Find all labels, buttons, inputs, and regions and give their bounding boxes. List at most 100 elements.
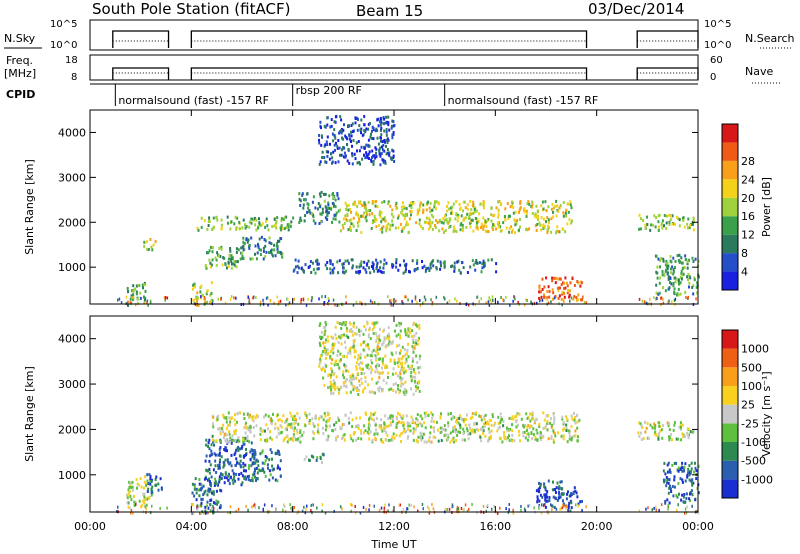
echo-cell bbox=[368, 437, 371, 441]
echo-cell bbox=[335, 375, 338, 379]
echo-cell bbox=[661, 219, 664, 223]
echo-cell bbox=[271, 225, 274, 228]
echo-cell bbox=[126, 501, 129, 505]
echo-cell bbox=[392, 132, 395, 136]
echo-cell bbox=[375, 225, 378, 229]
echo-cell bbox=[401, 345, 404, 349]
echo-cell bbox=[481, 262, 484, 266]
echo-cell bbox=[457, 421, 460, 425]
echo-cell bbox=[472, 200, 475, 204]
echo-cell bbox=[224, 472, 227, 476]
echo-cell bbox=[678, 425, 681, 429]
echo-cell bbox=[228, 432, 231, 436]
echo-cell bbox=[570, 206, 573, 210]
echo-cell bbox=[333, 143, 336, 147]
colorbar-tick: -1000 bbox=[741, 473, 773, 486]
echo-cell bbox=[377, 341, 380, 345]
echo-cell bbox=[659, 265, 661, 269]
echo-cell bbox=[341, 148, 344, 152]
echo-cell bbox=[677, 258, 680, 262]
echo-cell bbox=[551, 202, 554, 206]
echo-cell bbox=[412, 375, 415, 379]
clutter-cell bbox=[287, 298, 289, 301]
echo-cell bbox=[465, 225, 468, 229]
echo-cell bbox=[368, 416, 371, 420]
echo-cell bbox=[337, 340, 340, 344]
echo-cell bbox=[646, 223, 649, 227]
echo-cell bbox=[455, 212, 458, 216]
echo-cell bbox=[466, 212, 469, 216]
noise-tick-low: 10^0 bbox=[50, 40, 77, 51]
echo-cell bbox=[334, 217, 337, 221]
clutter-cell bbox=[655, 297, 657, 301]
echo-cell bbox=[540, 228, 543, 232]
echo-cell bbox=[420, 424, 423, 428]
echo-cell bbox=[675, 437, 678, 441]
freq-label: Freq. bbox=[6, 54, 33, 67]
echo-cell bbox=[258, 221, 261, 225]
colorbar-swatch bbox=[722, 423, 738, 442]
clutter-cell bbox=[462, 508, 465, 512]
echo-cell bbox=[502, 221, 505, 225]
echo-cell bbox=[386, 148, 389, 152]
echo-cell bbox=[342, 370, 345, 374]
echo-cell bbox=[392, 367, 395, 371]
echo-cell bbox=[388, 340, 391, 344]
echo-cell bbox=[429, 440, 432, 444]
echo-cell bbox=[327, 373, 330, 377]
echo-cell bbox=[229, 440, 232, 444]
echo-cell bbox=[574, 489, 577, 493]
echo-cell bbox=[673, 461, 676, 465]
clutter-cell bbox=[339, 505, 342, 509]
echo-cell bbox=[482, 431, 485, 435]
echo-cell bbox=[358, 328, 360, 332]
echo-cell bbox=[511, 423, 514, 427]
echo-cell bbox=[347, 203, 350, 207]
echo-cell bbox=[131, 485, 134, 489]
echo-cell bbox=[150, 490, 153, 494]
echo-cell bbox=[268, 241, 271, 245]
echo-cell bbox=[692, 292, 695, 296]
echo-cell bbox=[537, 489, 540, 493]
clutter-cell bbox=[163, 296, 166, 300]
echo-cell bbox=[689, 492, 691, 496]
echo-cell bbox=[677, 466, 680, 470]
echo-cell bbox=[569, 494, 572, 498]
echo-cell bbox=[366, 365, 369, 369]
echo-cell bbox=[365, 270, 368, 274]
echo-cell bbox=[367, 152, 370, 156]
echo-cell bbox=[212, 216, 215, 220]
echo-cell bbox=[311, 417, 314, 421]
echo-cell bbox=[343, 222, 346, 225]
echo-cell bbox=[534, 435, 537, 439]
echo-cell bbox=[692, 259, 695, 263]
echo-cell bbox=[324, 143, 327, 147]
echo-cell bbox=[546, 499, 549, 503]
echo-cell bbox=[199, 290, 202, 294]
echo-cell bbox=[402, 424, 405, 428]
echo-cell bbox=[375, 381, 378, 385]
echo-cell bbox=[378, 386, 381, 390]
echo-cell bbox=[682, 433, 685, 437]
echo-cell bbox=[352, 384, 355, 388]
echo-cell bbox=[140, 505, 143, 509]
clutter-cell bbox=[371, 301, 374, 304]
echo-cell bbox=[375, 367, 378, 371]
echo-cell bbox=[515, 415, 518, 419]
echo-cell bbox=[336, 260, 339, 264]
clutter-cell bbox=[474, 303, 477, 307]
clutter-cell bbox=[235, 296, 237, 300]
echo-cell bbox=[665, 227, 668, 230]
echo-cell bbox=[369, 209, 372, 213]
echo-cell bbox=[379, 210, 381, 214]
echo-cell bbox=[366, 430, 369, 434]
clutter-cell bbox=[304, 511, 307, 515]
clutter-cell bbox=[166, 296, 169, 300]
echo-cell bbox=[337, 160, 340, 164]
echo-cell bbox=[425, 268, 427, 272]
echo-cell bbox=[378, 389, 381, 393]
echo-cell bbox=[391, 372, 394, 376]
echo-cell bbox=[658, 281, 661, 285]
echo-cell bbox=[418, 323, 421, 327]
echo-cell bbox=[447, 433, 450, 437]
